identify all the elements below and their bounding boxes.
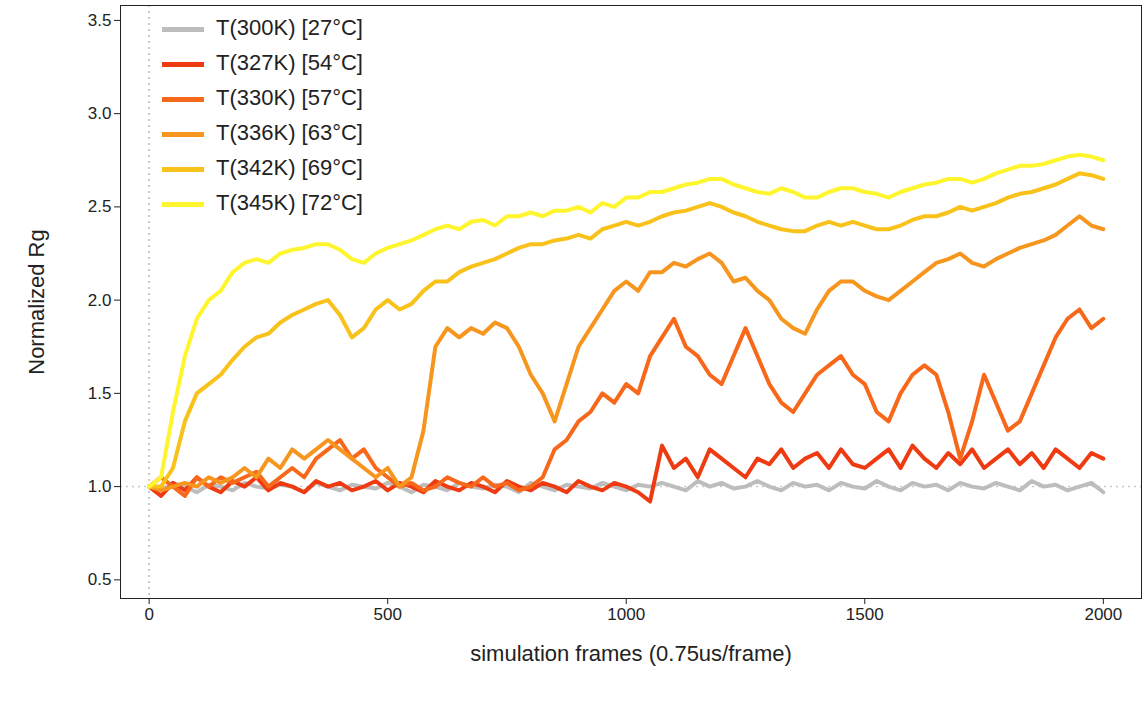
svg-text:1.5: 1.5	[88, 384, 112, 403]
svg-text:simulation frames (0.75us/fram: simulation frames (0.75us/frame)	[470, 641, 792, 666]
svg-text:1000: 1000	[607, 605, 645, 624]
html-text:T(336K) [63°C]: T(336K) [63°C]	[216, 120, 363, 145]
html-text:T(327K) [54°C]: T(327K) [54°C]	[216, 50, 363, 75]
svg-text:2.0: 2.0	[88, 291, 112, 310]
svg-text:2000: 2000	[1084, 605, 1122, 624]
html-text:T(345K) [72°C]: T(345K) [72°C]	[216, 190, 363, 215]
svg-text:0: 0	[144, 605, 153, 624]
html-text:T(342K) [69°C]: T(342K) [69°C]	[216, 155, 363, 180]
svg-text:1.0: 1.0	[88, 477, 112, 496]
svg-text:500: 500	[373, 605, 401, 624]
svg-text:3.5: 3.5	[88, 11, 112, 30]
svg-text:Normalized Rg: Normalized Rg	[24, 229, 49, 375]
svg-text:2.5: 2.5	[88, 197, 112, 216]
svg-text:3.0: 3.0	[88, 104, 112, 123]
html-text:T(330K) [57°C]: T(330K) [57°C]	[216, 85, 363, 110]
html-text:T(300K) [27°C]: T(300K) [27°C]	[216, 15, 363, 40]
svg-text:1500: 1500	[846, 605, 884, 624]
svg-text:0.5: 0.5	[88, 570, 112, 589]
